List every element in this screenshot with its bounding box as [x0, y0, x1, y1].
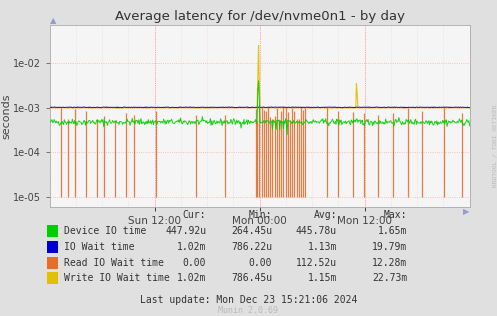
Text: Device IO time: Device IO time [64, 226, 146, 236]
Text: Read IO Wait time: Read IO Wait time [64, 258, 164, 268]
Text: 786.22u: 786.22u [231, 242, 272, 252]
Text: 1.13m: 1.13m [308, 242, 337, 252]
Text: Cur:: Cur: [183, 210, 206, 220]
Text: 12.28m: 12.28m [372, 258, 408, 268]
Text: 0.00: 0.00 [183, 258, 206, 268]
Title: Average latency for /dev/nvme0n1 - by day: Average latency for /dev/nvme0n1 - by da… [115, 10, 405, 23]
Text: RRDTOOL / TOBI OETIKER: RRDTOOL / TOBI OETIKER [492, 104, 497, 187]
Text: 447.92u: 447.92u [165, 226, 206, 236]
Text: Munin 2.0.69: Munin 2.0.69 [219, 307, 278, 315]
Text: IO Wait time: IO Wait time [64, 242, 134, 252]
Text: 1.02m: 1.02m [177, 273, 206, 283]
Text: 1.15m: 1.15m [308, 273, 337, 283]
Text: Min:: Min: [249, 210, 272, 220]
Text: 1.65m: 1.65m [378, 226, 408, 236]
Text: 112.52u: 112.52u [296, 258, 337, 268]
Text: Last update: Mon Dec 23 15:21:06 2024: Last update: Mon Dec 23 15:21:06 2024 [140, 295, 357, 305]
Text: 0.00: 0.00 [249, 258, 272, 268]
Text: 1.02m: 1.02m [177, 242, 206, 252]
Text: ▲: ▲ [50, 16, 56, 25]
Text: 786.45u: 786.45u [231, 273, 272, 283]
Text: 445.78u: 445.78u [296, 226, 337, 236]
Text: 22.73m: 22.73m [372, 273, 408, 283]
Text: Avg:: Avg: [314, 210, 337, 220]
Text: Max:: Max: [384, 210, 408, 220]
Y-axis label: seconds: seconds [1, 94, 11, 139]
Text: Write IO Wait time: Write IO Wait time [64, 273, 169, 283]
Text: ▶: ▶ [463, 207, 470, 216]
Text: 264.45u: 264.45u [231, 226, 272, 236]
Text: 19.79m: 19.79m [372, 242, 408, 252]
